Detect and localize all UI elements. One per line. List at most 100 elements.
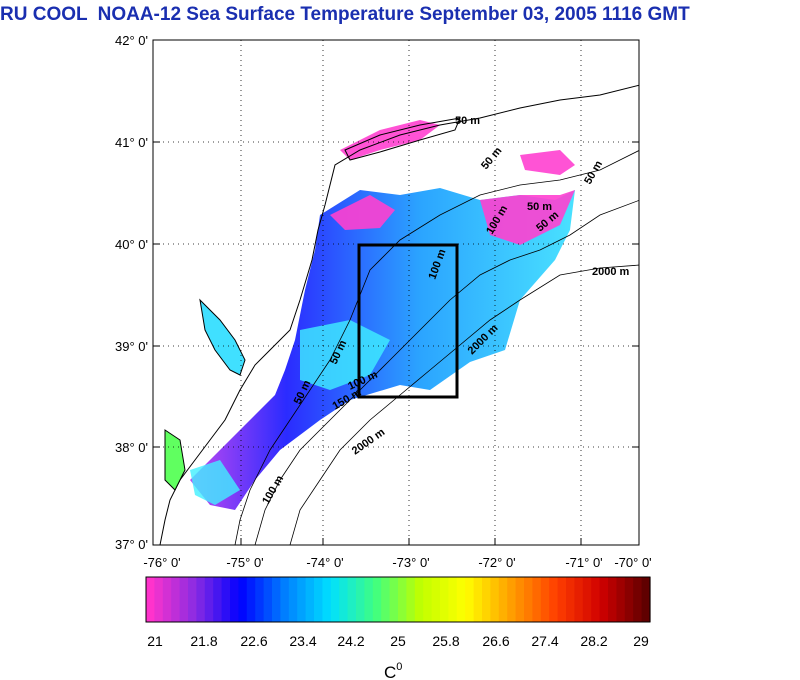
colorbar-tick: 23.4 bbox=[289, 633, 316, 649]
lon-label: -75° 0' bbox=[226, 555, 263, 570]
lat-label: 39° 0' bbox=[115, 339, 148, 354]
colorbar-tick: 21 bbox=[147, 633, 163, 649]
lat-label: 38° 0' bbox=[115, 440, 148, 455]
colorbar-swatch bbox=[322, 577, 332, 622]
colorbar-swatch bbox=[423, 577, 433, 622]
colorbar-swatch bbox=[280, 577, 290, 622]
colorbar-swatch bbox=[540, 577, 550, 622]
sst-north-patch bbox=[340, 120, 575, 175]
colorbar-swatch bbox=[246, 577, 256, 622]
colorbar-swatch bbox=[440, 577, 449, 622]
colorbar-swatch bbox=[263, 577, 273, 622]
colorbar-swatch bbox=[330, 577, 340, 622]
graticule bbox=[153, 40, 639, 545]
colorbar-swatch bbox=[171, 577, 181, 622]
colorbar-swatch bbox=[347, 577, 357, 622]
colorbar-swatch bbox=[364, 577, 374, 622]
contour-label: 2000 m bbox=[592, 266, 630, 278]
contour-label: 50 m bbox=[527, 201, 552, 213]
colorbar-swatch bbox=[297, 577, 307, 622]
colorbar-swatch bbox=[633, 577, 643, 622]
colorbar-swatch bbox=[473, 577, 483, 622]
colorbar-tick: 25 bbox=[390, 633, 406, 649]
lon-label: -73° 0' bbox=[392, 555, 429, 570]
colorbar-swatch bbox=[599, 577, 609, 622]
colorbar-tick: 26.6 bbox=[482, 633, 509, 649]
colorbar bbox=[146, 577, 651, 622]
colorbar-swatch bbox=[641, 577, 651, 622]
study-area-box bbox=[357, 243, 459, 399]
lat-label: 40° 0' bbox=[115, 237, 148, 252]
colorbar-unit-base: C bbox=[384, 663, 396, 680]
colorbar-swatch bbox=[490, 577, 500, 622]
colorbar-frame bbox=[145, 576, 651, 623]
title-prefix: RU COOL bbox=[0, 4, 88, 25]
colorbar-tick: 21.8 bbox=[190, 633, 217, 649]
colorbar-swatch bbox=[204, 577, 214, 622]
colorbar-swatch bbox=[162, 577, 172, 622]
colorbar-tick: 29 bbox=[633, 633, 649, 649]
colorbar-swatch bbox=[515, 577, 525, 622]
long-island bbox=[344, 117, 461, 161]
colorbar-tick: 28.2 bbox=[580, 633, 607, 649]
colorbar-swatch bbox=[524, 577, 533, 622]
colorbar-swatch bbox=[389, 577, 399, 622]
colorbar-swatch bbox=[557, 577, 567, 622]
lon-label: -70° 0' bbox=[614, 555, 651, 570]
colorbar-tick: 25.8 bbox=[432, 633, 459, 649]
colorbar-tick: 27.4 bbox=[531, 633, 558, 649]
colorbar-swatch bbox=[549, 577, 559, 622]
colorbar-swatch bbox=[448, 577, 458, 622]
axis-ticks bbox=[153, 141, 639, 545]
colorbar-swatch bbox=[314, 577, 323, 622]
colorbar-swatch bbox=[482, 577, 491, 622]
colorbar-swatch bbox=[356, 577, 365, 622]
colorbar-swatch bbox=[582, 577, 592, 622]
colorbar-swatch bbox=[566, 577, 575, 622]
colorbar-swatch bbox=[465, 577, 475, 622]
colorbar-swatch bbox=[624, 577, 634, 622]
colorbar-swatch bbox=[372, 577, 382, 622]
lat-label: 41° 0' bbox=[115, 135, 148, 150]
colorbar-swatch bbox=[179, 577, 189, 622]
longitude-labels: -76° 0' -75° 0' -74° 0' -73° 0' -72° 0' … bbox=[143, 555, 651, 570]
colorbar-swatch bbox=[431, 577, 441, 622]
coastline bbox=[159, 84, 639, 545]
colorbar-swatch bbox=[574, 577, 584, 622]
colorbar-swatch bbox=[221, 577, 231, 622]
colorbar-swatch bbox=[608, 577, 617, 622]
lat-label: 42° 0' bbox=[115, 33, 148, 48]
colorbar-unit-sup: 0 bbox=[396, 661, 402, 673]
colorbar-swatch bbox=[272, 577, 281, 622]
contour-label: 50 m bbox=[455, 115, 480, 127]
colorbar-swatch bbox=[196, 577, 206, 622]
lon-label: -74° 0' bbox=[306, 555, 343, 570]
colorbar-unit: C0 bbox=[384, 661, 402, 680]
sst-cyan-patch bbox=[190, 320, 390, 505]
colorbar-swatch bbox=[398, 577, 407, 622]
sst-warm-patch bbox=[330, 190, 575, 245]
colorbar-tick: 22.6 bbox=[240, 633, 267, 649]
title-text: NOAA-12 Sea Surface Temperature Septembe… bbox=[97, 4, 690, 25]
colorbar-swatch bbox=[213, 577, 223, 622]
colorbar-swatch bbox=[255, 577, 265, 622]
colorbar-swatch bbox=[414, 577, 424, 622]
colorbar-tick: 24.2 bbox=[337, 633, 364, 649]
colorbar-swatch bbox=[498, 577, 508, 622]
latitude-labels: 42° 0' 41° 0' 40° 0' 39° 0' 38° 0' 37° 0… bbox=[115, 33, 148, 552]
delaware-bay bbox=[199, 298, 246, 376]
colorbar-swatch bbox=[591, 577, 601, 622]
colorbar-swatch bbox=[238, 577, 248, 622]
lon-label: -76° 0' bbox=[143, 555, 180, 570]
colorbar-swatch bbox=[381, 577, 391, 622]
colorbar-swatch bbox=[507, 577, 517, 622]
colorbar-swatch bbox=[456, 577, 466, 622]
colorbar-swatch bbox=[188, 577, 197, 622]
colorbar-swatch bbox=[339, 577, 349, 622]
colorbar-swatch bbox=[532, 577, 542, 622]
colorbar-ticks: 21 21.8 22.6 23.4 24.2 25 25.8 26.6 27.4… bbox=[147, 633, 649, 649]
lon-label: -71° 0' bbox=[565, 555, 602, 570]
lat-label: 37° 0' bbox=[115, 537, 148, 552]
colorbar-swatch bbox=[288, 577, 298, 622]
chesapeake-area bbox=[164, 429, 186, 491]
